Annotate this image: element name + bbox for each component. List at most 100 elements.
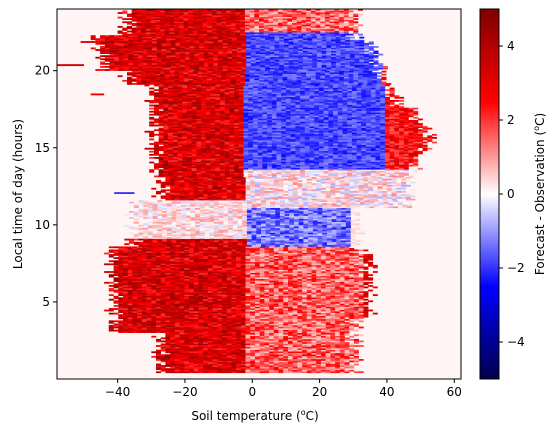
heatmap-cell <box>171 232 177 235</box>
heatmap-cell <box>240 305 246 307</box>
heatmap-cell <box>204 232 210 235</box>
heatmap-cell <box>184 264 190 267</box>
heatmap-cell <box>330 291 336 293</box>
heatmap-cell <box>171 227 177 230</box>
heatmap-cell <box>302 329 308 332</box>
heatmap-cell <box>289 215 295 218</box>
heatmap-cell <box>311 355 317 358</box>
heatmap-cell <box>118 280 124 283</box>
heatmap-cell <box>335 338 341 341</box>
heatmap-cell <box>151 274 157 276</box>
heatmap-cell <box>203 278 209 281</box>
heatmap-cell <box>171 215 177 218</box>
heatmap-cell <box>199 238 205 241</box>
heatmap-cell <box>236 257 242 259</box>
heatmap-cell <box>203 246 209 249</box>
heatmap-cell <box>265 215 271 218</box>
heatmap-cell <box>198 355 204 358</box>
heatmap-cell <box>259 300 265 303</box>
heatmap-cell <box>236 360 242 363</box>
heatmap-cell <box>269 331 275 333</box>
heatmap-cell <box>325 286 331 289</box>
heatmap-cell <box>104 252 110 255</box>
heatmap-cell <box>170 311 176 313</box>
heatmap-cell <box>236 368 242 370</box>
heatmap-cell <box>113 263 119 266</box>
heatmap-cell <box>331 231 337 233</box>
heatmap-cell <box>303 241 309 244</box>
heatmap-cell <box>269 335 275 338</box>
heatmap-cell <box>289 226 295 229</box>
heatmap-cell <box>118 272 124 275</box>
heatmap-cell <box>180 218 186 221</box>
heatmap-cell <box>184 340 190 343</box>
heatmap-cell <box>118 294 124 296</box>
heatmap-cell <box>198 305 204 307</box>
heatmap-cell <box>270 218 276 221</box>
heatmap-cell <box>245 305 251 307</box>
heatmap-cell <box>165 345 171 347</box>
heatmap-cell <box>231 292 237 295</box>
heatmap-cell <box>236 366 242 369</box>
heatmap-cell <box>292 268 298 270</box>
heatmap-cell <box>199 217 205 219</box>
heatmap-cell <box>330 306 336 309</box>
heatmap-cell <box>368 263 374 266</box>
heatmap-cell <box>118 292 124 295</box>
heatmap-cell <box>189 301 194 304</box>
heatmap-cell <box>232 220 238 222</box>
heatmap-cell <box>302 365 308 367</box>
heatmap-cell <box>118 278 124 281</box>
heatmap-cell <box>349 357 355 360</box>
heatmap-cell <box>355 226 361 229</box>
heatmap-cell <box>156 261 161 264</box>
heatmap-cell <box>231 275 237 278</box>
heatmap-cell <box>320 360 326 363</box>
heatmap-cell <box>255 272 260 275</box>
heatmap-cell <box>292 280 298 283</box>
heatmap-cell <box>151 255 157 258</box>
heatmap-cell <box>344 288 350 290</box>
heatmap-cell <box>242 214 248 216</box>
heatmap-cell <box>250 334 256 337</box>
heatmap-cell <box>264 335 270 338</box>
heatmap-cell <box>264 263 270 266</box>
heatmap-cell <box>108 274 114 276</box>
heatmap-cell <box>123 254 128 256</box>
heatmap-cell <box>353 271 359 273</box>
heatmap-cell <box>251 243 257 246</box>
heatmap-cell <box>289 214 295 216</box>
heatmap-cell <box>245 280 251 283</box>
heatmap-cell <box>278 365 284 367</box>
heatmap-cell <box>317 221 323 224</box>
heatmap-cell <box>306 292 312 295</box>
heatmap-cell <box>330 280 336 283</box>
heatmap-cell <box>245 315 251 318</box>
heatmap-cell <box>212 295 218 298</box>
heatmap-cell <box>156 291 161 293</box>
heatmap-cell <box>245 329 251 332</box>
heatmap-cell <box>189 255 194 258</box>
heatmap-cell <box>207 275 213 278</box>
heatmap-cell <box>222 301 227 304</box>
heatmap-cell <box>231 318 237 321</box>
heatmap-cell <box>226 268 232 270</box>
heatmap-cell <box>297 312 303 315</box>
heatmap-cell <box>198 249 204 252</box>
heatmap-cell <box>108 260 114 263</box>
heatmap-cell <box>222 349 227 352</box>
heatmap-cell <box>320 349 326 352</box>
heatmap-cell <box>137 264 143 267</box>
heatmap-cell <box>245 303 251 306</box>
heatmap-cell <box>165 342 171 344</box>
heatmap-cell <box>184 355 190 358</box>
heatmap-cell <box>264 251 270 253</box>
heatmap-cell <box>212 369 218 372</box>
heatmap-cell <box>259 272 265 275</box>
heatmap-cell <box>228 221 233 224</box>
heatmap-cell <box>325 260 331 263</box>
heatmap-cell <box>344 362 350 364</box>
heatmap-cell <box>292 331 298 333</box>
heatmap-cell <box>146 305 152 307</box>
heatmap-cell <box>288 362 293 364</box>
